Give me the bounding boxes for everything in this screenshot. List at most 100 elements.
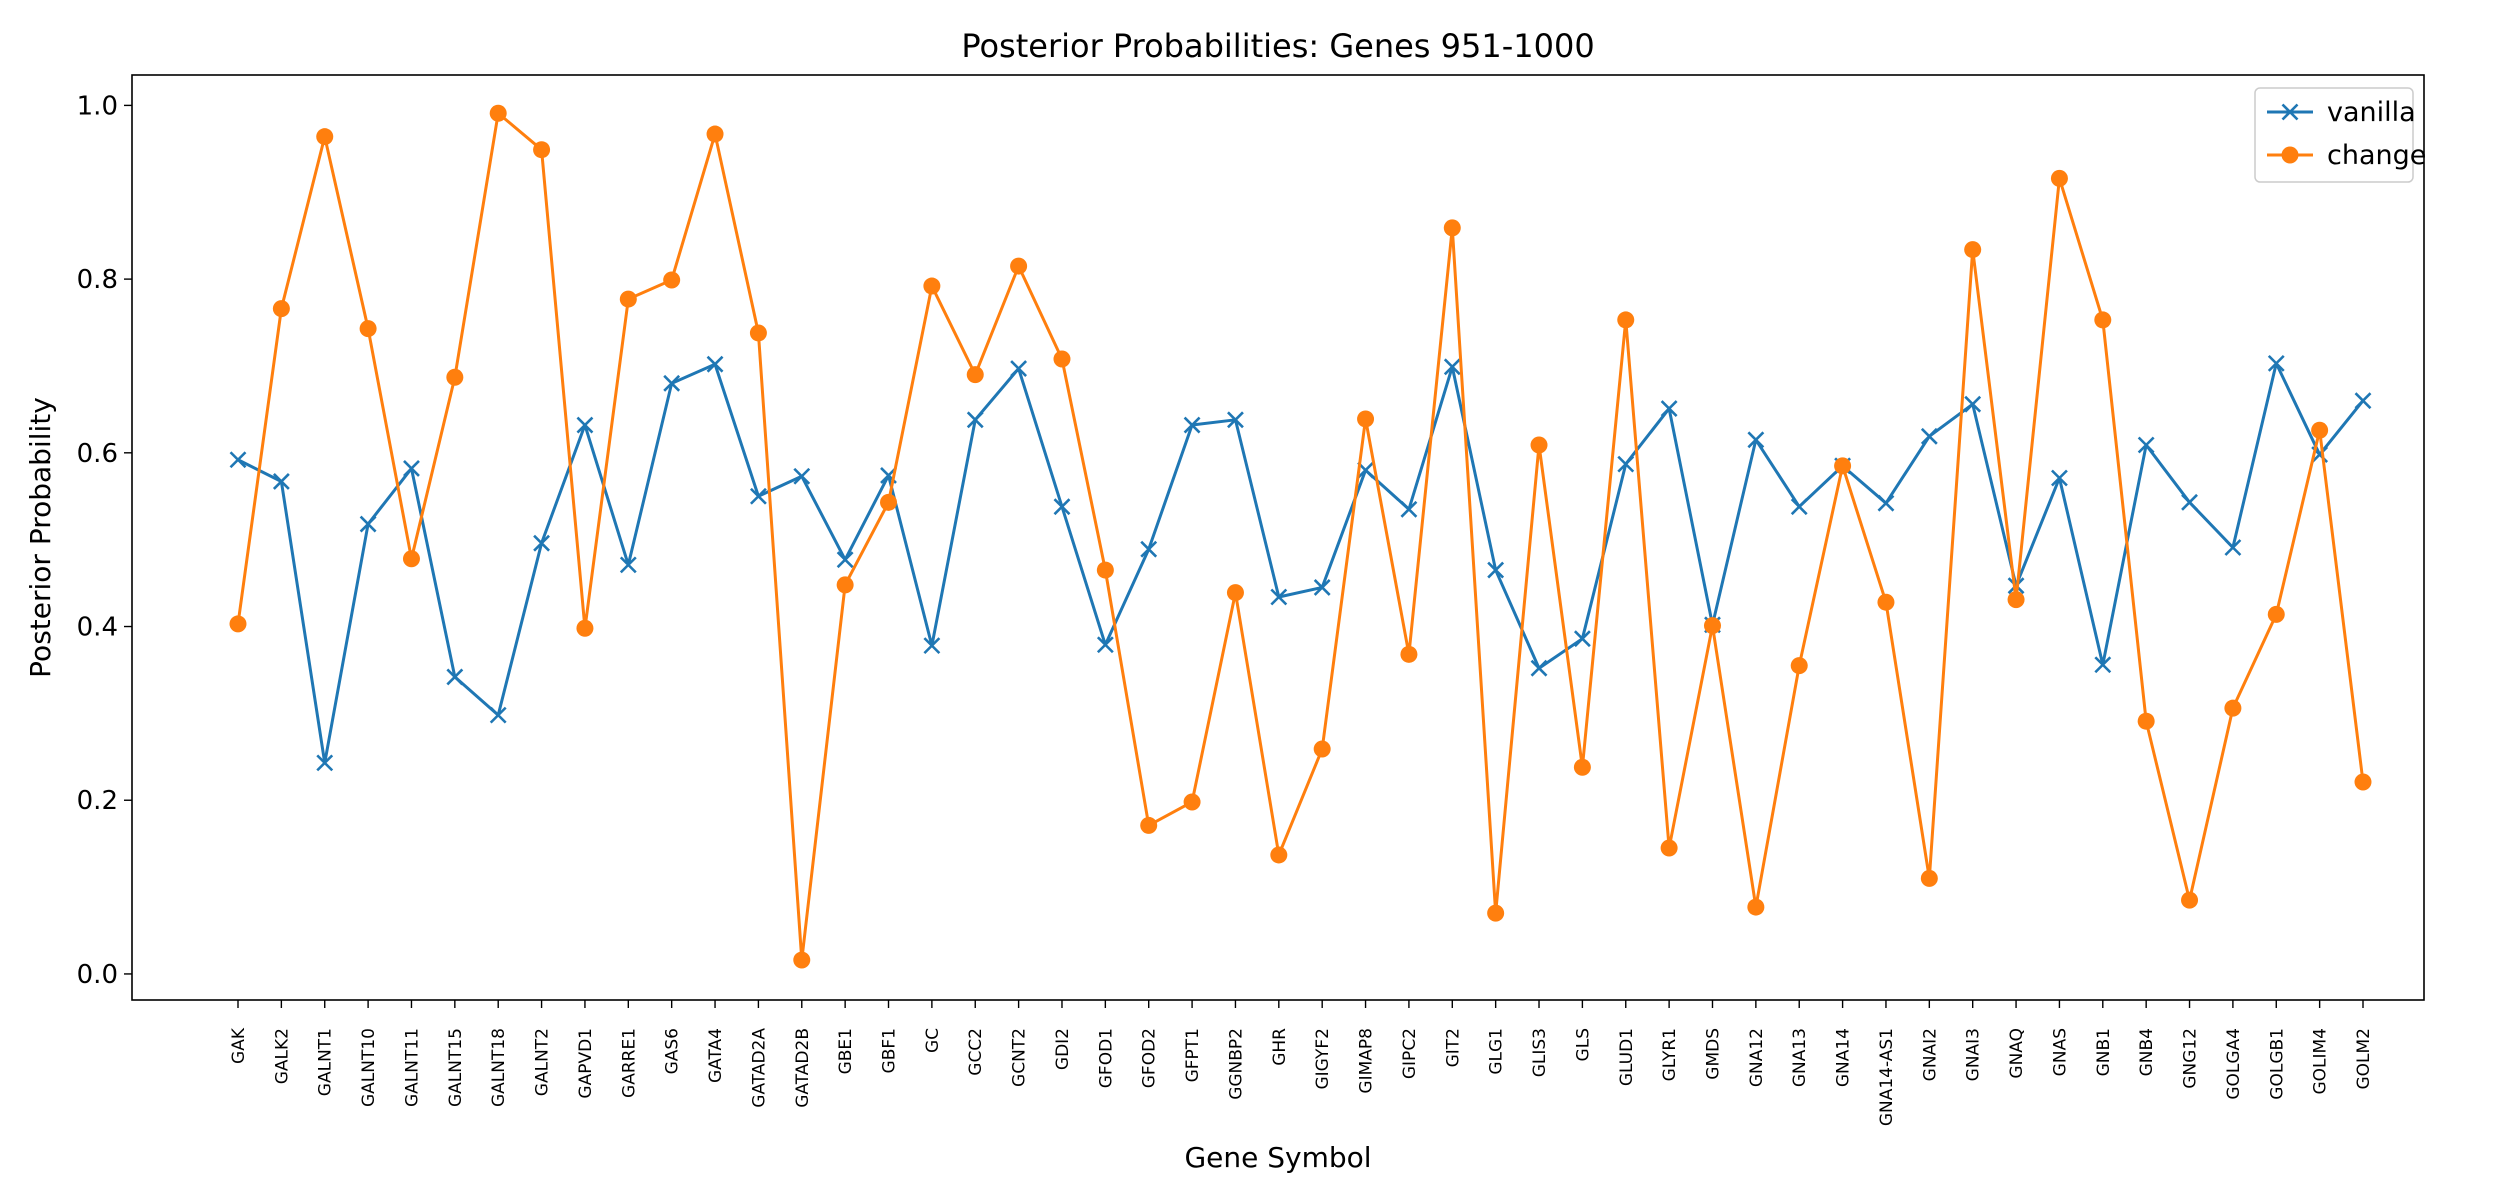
data-point-vanilla xyxy=(1140,540,1158,558)
x-tick-label: GCNT2 xyxy=(1010,1028,1030,1087)
series-change xyxy=(229,104,2372,969)
data-point-change xyxy=(446,368,464,386)
legend-label-vanilla: vanilla xyxy=(2327,97,2416,128)
data-point-vanilla xyxy=(1443,358,1461,376)
data-point-vanilla xyxy=(1313,579,1331,596)
y-tick-label: 0.6 xyxy=(77,439,118,469)
data-point-change xyxy=(1226,584,1244,602)
data-point-vanilla xyxy=(316,754,334,772)
x-tick-label: GIMAP8 xyxy=(1357,1028,1377,1094)
plot-frame xyxy=(131,74,2425,1001)
x-tick-label: GLIS3 xyxy=(1530,1028,1550,1077)
data-point-change xyxy=(489,104,507,122)
data-point-change xyxy=(1400,645,1418,663)
data-point-change xyxy=(1660,839,1678,857)
data-point-change xyxy=(663,271,681,289)
data-point-change xyxy=(1096,561,1114,579)
data-point-vanilla xyxy=(663,374,681,392)
data-point-vanilla xyxy=(2267,354,2285,372)
plot-area: 0.0 0.2 0.4 0.6 0.8 1.0 GAK GALK2 GALNT1 GALNT10 G… xyxy=(77,74,2425,1126)
data-point-change xyxy=(923,277,941,295)
series-line-vanilla xyxy=(237,361,2365,765)
data-point-change xyxy=(359,320,377,338)
x-tick-label: GNB4 xyxy=(2137,1028,2157,1076)
x-tick-label: GATAD2B xyxy=(793,1028,813,1108)
data-point-vanilla xyxy=(359,515,377,533)
legend-marker-change xyxy=(2281,146,2299,164)
data-point-change xyxy=(2094,311,2112,329)
x-tick-label: GNB1 xyxy=(2094,1028,2114,1076)
data-point-vanilla xyxy=(619,556,637,574)
y-tick-label: 1.0 xyxy=(77,91,118,121)
data-point-vanilla xyxy=(706,355,724,373)
data-point-vanilla xyxy=(2094,656,2112,674)
y-axis-title: Posterior Probability xyxy=(24,397,57,678)
data-point-vanilla xyxy=(2354,392,2372,410)
x-tick-label: GLG1 xyxy=(1487,1028,1507,1075)
legend-marker-vanilla xyxy=(2281,103,2299,121)
data-point-vanilla xyxy=(2051,469,2068,487)
data-point-vanilla xyxy=(923,637,941,655)
y-tick-label: 0.0 xyxy=(77,960,118,990)
data-point-change xyxy=(2311,421,2329,439)
chart-title: Posterior Probabilities: Genes 951-1000 xyxy=(961,27,1594,65)
data-point-change xyxy=(2354,773,2372,791)
series-vanilla xyxy=(229,354,2372,772)
x-tick-label: GALNT2 xyxy=(533,1028,553,1096)
data-point-vanilla xyxy=(1573,630,1591,648)
data-point-vanilla xyxy=(272,473,290,490)
data-point-change xyxy=(1834,457,1852,475)
data-point-change xyxy=(1140,816,1158,834)
data-point-change xyxy=(1790,657,1808,675)
x-tick-label: GOLM2 xyxy=(2354,1028,2374,1090)
x-tick-label: GFPT1 xyxy=(1183,1028,1203,1082)
x-axis-title: Gene Symbol xyxy=(1184,1141,1371,1174)
data-point-change xyxy=(1703,617,1721,635)
data-point-vanilla xyxy=(1183,416,1201,434)
data-point-vanilla xyxy=(966,411,984,429)
x-tick-label: GATA4 xyxy=(706,1028,726,1083)
x-tick-label: GNA13 xyxy=(1790,1028,1810,1087)
x-tick-label: GOLGB1 xyxy=(2267,1028,2287,1100)
x-tick-label: GNG12 xyxy=(2181,1028,2201,1089)
x-tick-label: GAK xyxy=(229,1027,249,1064)
x-tick-label: GAPVD1 xyxy=(576,1028,596,1099)
data-point-vanilla xyxy=(1964,395,1982,413)
data-point-change xyxy=(1747,898,1765,916)
y-tick-label: 0.2 xyxy=(77,786,118,816)
x-tick-label: GNAQ xyxy=(2007,1028,2027,1079)
x-tick-label: GNA12 xyxy=(1747,1028,1767,1087)
y-tick-label: 0.8 xyxy=(77,265,118,295)
data-point-change xyxy=(1010,257,1028,275)
x-tick-label: GOLGA4 xyxy=(2224,1028,2244,1100)
x-tick-label: GATAD2A xyxy=(749,1028,769,1108)
data-point-change xyxy=(2050,169,2068,187)
series-line-change xyxy=(236,111,2365,962)
data-point-change xyxy=(1053,350,1071,368)
data-point-change xyxy=(1357,410,1375,428)
data-point-change xyxy=(880,493,898,511)
data-point-change xyxy=(1313,740,1331,758)
data-point-change xyxy=(1617,311,1635,329)
x-tick-label: GALK2 xyxy=(272,1028,292,1084)
x-tick-label: GDI2 xyxy=(1053,1028,1073,1070)
x-tick-label: GLS xyxy=(1573,1028,1593,1061)
data-point-vanilla xyxy=(1227,411,1244,429)
x-tick-label: GC xyxy=(923,1028,943,1053)
x-tick-label: GMDS xyxy=(1703,1028,1723,1080)
data-point-vanilla xyxy=(533,534,550,552)
x-tick-label: GARRE1 xyxy=(619,1028,639,1098)
x-tick-label: GCC2 xyxy=(966,1028,986,1076)
x-tick-label: GIPC2 xyxy=(1400,1028,1420,1079)
data-point-change xyxy=(1487,904,1505,922)
x-tick-label: GNA14-AS1 xyxy=(1877,1028,1897,1126)
data-point-vanilla xyxy=(1877,494,1895,512)
data-point-change xyxy=(1877,593,1895,611)
data-point-change xyxy=(533,141,551,159)
x-tick-label: GBE1 xyxy=(836,1028,856,1074)
data-point-change xyxy=(1183,793,1201,811)
data-point-change xyxy=(402,550,420,568)
data-point-change xyxy=(1270,846,1288,864)
